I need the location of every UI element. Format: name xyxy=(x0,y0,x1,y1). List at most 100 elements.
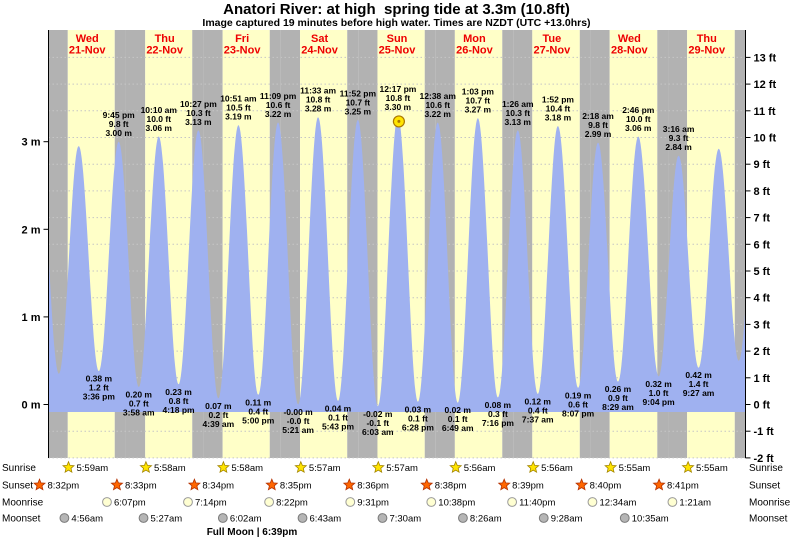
current-time-marker-dot xyxy=(397,119,401,123)
low-tide-label: -0.02 m xyxy=(363,409,393,419)
low-tide-label: 5:00 pm xyxy=(242,415,275,425)
high-tide-label: 3.13 m xyxy=(505,117,532,127)
sunrise-time: 5:55am xyxy=(696,463,728,474)
low-tide-label: 6:03 am xyxy=(362,427,394,437)
moonset-row-label-left: Moonset xyxy=(2,514,41,525)
sunset-time: 8:35pm xyxy=(280,481,312,492)
high-tide-label: 10:51 am xyxy=(220,94,257,104)
low-tide-label: 0.6 ft xyxy=(568,399,588,409)
low-tide-label: 8:29 am xyxy=(602,402,634,412)
date-label-date: 28-Nov xyxy=(611,45,649,57)
low-tide-label: 0.4 ft xyxy=(248,406,268,416)
right-axis-label: 11 ft xyxy=(754,106,776,118)
sunrise-time: 5:56am xyxy=(464,463,496,474)
sunset-time: 8:33pm xyxy=(125,481,157,492)
low-tide-label: -0.00 m xyxy=(283,407,313,417)
moonset-row-label-right: Moonset xyxy=(749,514,788,525)
date-label-date: 24-Nov xyxy=(301,45,339,57)
high-tide-label: 3.25 m xyxy=(345,106,372,116)
high-tide-label: 10.8 ft xyxy=(306,95,331,105)
sunset-icon xyxy=(420,478,434,491)
moonrise-icon xyxy=(587,497,598,507)
low-tide-label: 5:43 pm xyxy=(322,421,355,431)
low-tide-label: 1.0 ft xyxy=(649,388,669,398)
moonset-icon xyxy=(297,513,308,523)
high-tide-label: 3.22 m xyxy=(265,109,292,119)
low-tide-label: 0.02 m xyxy=(444,405,471,415)
moonset-icon xyxy=(619,513,630,523)
sunrise-row-label-left: Sunrise xyxy=(2,463,36,474)
high-tide-label: 3.00 m xyxy=(105,128,132,138)
right-axis-label: 3 ft xyxy=(754,319,771,331)
date-label-date: 25-Nov xyxy=(379,45,417,57)
low-tide-label: 0.3 ft xyxy=(488,409,508,419)
date-label-date: 23-Nov xyxy=(224,45,262,57)
sunrise-time: 5:56am xyxy=(541,463,573,474)
date-label-day: Sun xyxy=(387,33,408,45)
moonrise-icon xyxy=(264,497,275,507)
sunrise-time: 5:57am xyxy=(309,463,341,474)
high-tide-label: 3.13 m xyxy=(185,117,212,127)
high-tide-label: 2:18 am xyxy=(582,111,614,121)
moonset-icon xyxy=(538,513,549,523)
low-tide-label: 0.8 ft xyxy=(169,396,189,406)
sunrise-time: 5:58am xyxy=(231,463,263,474)
high-tide-label: 11:33 am xyxy=(300,86,336,96)
low-tide-label: 0.4 ft xyxy=(528,405,548,415)
sunset-icon xyxy=(33,478,46,491)
high-tide-label: 1:26 am xyxy=(502,99,534,109)
right-axis-label: 1 ft xyxy=(754,373,771,385)
moonset-time: 8:26am xyxy=(470,514,502,525)
date-label-day: Thu xyxy=(697,33,717,45)
low-tide-label: 1.4 ft xyxy=(689,379,709,389)
night-band xyxy=(502,30,514,458)
sunrise-time: 5:58am xyxy=(154,463,186,474)
date-label-day: Sat xyxy=(311,33,328,45)
high-tide-label: 1:03 pm xyxy=(462,87,495,97)
right-axis-label: 6 ft xyxy=(754,239,771,251)
low-tide-label: 0.12 m xyxy=(525,396,552,406)
low-tide-label: 3:36 pm xyxy=(83,392,116,402)
high-tide-label: 10.6 ft xyxy=(425,100,450,110)
moonset-time: 6:43am xyxy=(310,514,342,525)
high-tide-label: 10.6 ft xyxy=(266,100,291,110)
date-label-date: 26-Nov xyxy=(456,45,494,57)
left-axis-label: 3 m xyxy=(22,137,41,149)
low-tide-label: 7:16 pm xyxy=(482,418,515,428)
moonrise-icon xyxy=(183,497,193,507)
date-label-day: Thu xyxy=(155,33,175,45)
low-tide-label: 0.03 m xyxy=(405,404,432,414)
moonrise-time: 1:21am xyxy=(679,498,711,509)
date-label-date: 27-Nov xyxy=(534,45,572,57)
low-tide-label: 0.20 m xyxy=(126,389,153,399)
right-axis-label: 2 ft xyxy=(754,346,771,358)
high-tide-label: 10.0 ft xyxy=(146,114,171,124)
low-tide-label: -0.0 ft xyxy=(287,416,310,426)
high-tide-label: 12:17 pm xyxy=(379,84,416,94)
moonrise-time: 12:34am xyxy=(599,498,636,509)
low-tide-label: 0.1 ft xyxy=(448,414,468,424)
moonset-time: 10:35am xyxy=(632,514,669,525)
low-tide-label: 0.07 m xyxy=(205,401,232,411)
right-axis-label: -1 ft xyxy=(754,426,775,438)
right-axis-label: 4 ft xyxy=(754,293,771,305)
moonset-icon xyxy=(59,513,70,523)
high-tide-label: 3:16 am xyxy=(663,124,695,134)
right-axis-label: 9 ft xyxy=(754,159,771,171)
sunrise-icon xyxy=(449,460,463,474)
right-axis-label: 0 ft xyxy=(754,400,771,412)
left-axis-label: 0 m xyxy=(22,400,41,412)
high-tide-label: 9.3 ft xyxy=(669,133,689,143)
moonset-time: 7:30am xyxy=(389,514,421,525)
moonrise-icon xyxy=(507,497,518,507)
low-tide-label: 0.11 m xyxy=(245,397,271,407)
low-tide-label: 6:49 am xyxy=(442,423,474,433)
moonrise-time: 10:38pm xyxy=(438,498,475,509)
sunset-icon xyxy=(265,478,279,491)
right-axis-label: -2 ft xyxy=(754,453,775,465)
low-tide-label: 6:28 pm xyxy=(402,422,435,432)
high-tide-label: 3.27 m xyxy=(465,105,492,115)
sunset-time: 8:32pm xyxy=(48,481,80,492)
left-axis-label: 1 m xyxy=(22,312,41,324)
low-tide-label: 0.9 ft xyxy=(608,393,628,403)
